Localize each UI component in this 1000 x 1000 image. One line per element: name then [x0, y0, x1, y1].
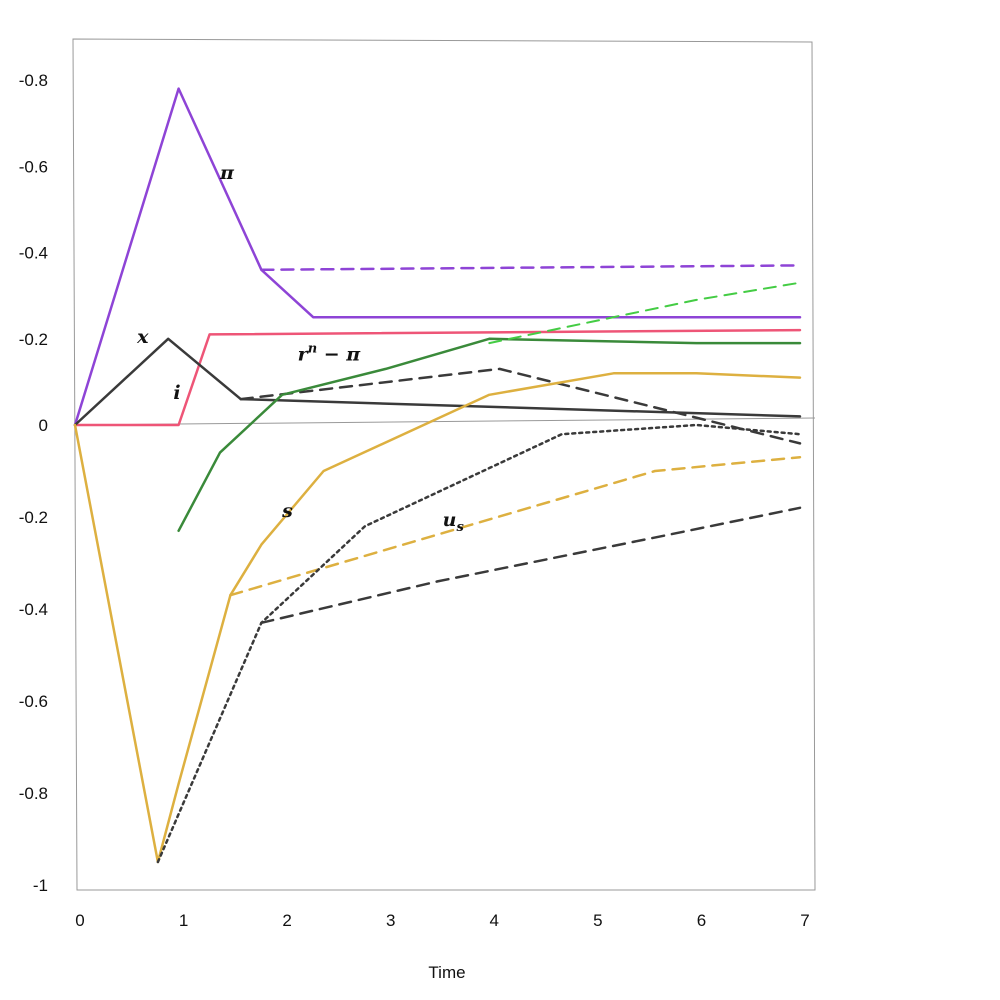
- y-tick-label: -0.2: [19, 508, 48, 527]
- x-axis-ticks: 0 1 2 3 4 5 6 7: [75, 911, 809, 930]
- y-tick-label: -0.8: [19, 784, 48, 803]
- series-group: [73, 87, 802, 864]
- x-tick-label: 6: [697, 911, 706, 930]
- y-tick-label: -0.6: [19, 157, 48, 176]
- series-label: rn − π: [298, 341, 362, 365]
- series-labels: π x rn − π i s us: [136, 162, 464, 535]
- x-tick-label: 5: [593, 911, 602, 930]
- zero-baseline: [76, 417, 816, 426]
- zero-line: [76, 417, 816, 426]
- x-tick-label: 7: [800, 911, 809, 930]
- y-tick-label: -0.6: [19, 692, 48, 711]
- series-line-10: [156, 423, 802, 864]
- x-tick-label: 3: [386, 911, 395, 930]
- series-line-2: [73, 328, 802, 427]
- y-tick-label: -0.4: [19, 244, 48, 263]
- x-axis-title: Time: [428, 963, 465, 982]
- series-line-5: [177, 337, 802, 533]
- series-line-8: [229, 455, 802, 597]
- series-line-4: [239, 367, 802, 445]
- plot-frame: [72, 38, 816, 891]
- y-axis-ticks: -0.8 -0.6 -0.4 -0.2 0 -0.2 -0.4 -0.6 -0.8 -1: [19, 71, 48, 895]
- y-tick-label: 0: [39, 416, 48, 435]
- series-label: x: [136, 326, 149, 348]
- series-label: s: [281, 500, 293, 522]
- y-tick-label: -0.8: [19, 71, 48, 90]
- x-tick-label: 4: [490, 911, 499, 930]
- y-tick-label: -1: [33, 876, 48, 895]
- series-line-6: [488, 281, 801, 345]
- series-label: i: [173, 382, 180, 404]
- series-label: us: [443, 509, 465, 535]
- x-tick-label: 2: [282, 911, 291, 930]
- series-line-9: [260, 506, 802, 625]
- x-tick-label: 1: [179, 911, 188, 930]
- series-line-3: [73, 337, 802, 427]
- x-tick-label: 0: [75, 911, 84, 930]
- y-tick-label: -0.2: [19, 330, 48, 349]
- y-tick-label: -0.4: [19, 600, 48, 619]
- series-line-1: [260, 264, 802, 272]
- series-label: π: [219, 162, 235, 184]
- series-line-7: [73, 372, 802, 864]
